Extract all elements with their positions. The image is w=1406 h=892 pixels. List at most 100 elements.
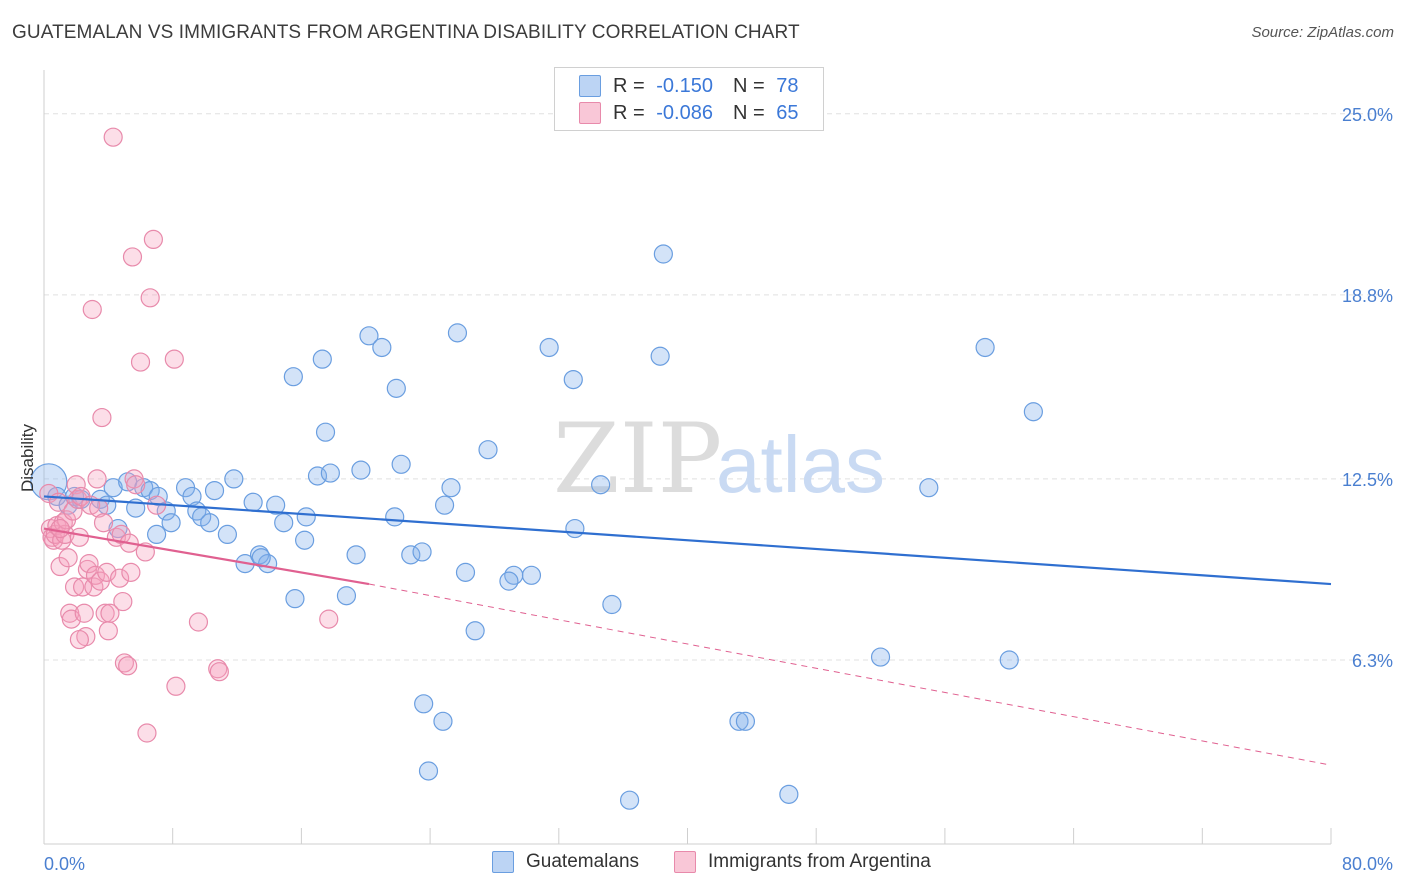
point-guatemalan-46: [401, 545, 421, 565]
point-guatemalan-50: [433, 711, 453, 731]
point-argentina-38: [103, 127, 123, 147]
point-guatemalan-77: [499, 571, 519, 591]
legend-swatch-pink: [674, 851, 696, 873]
point-guatemalan-64: [619, 790, 640, 810]
point-argentina-62: [69, 629, 89, 650]
point-guatemalan-48: [414, 694, 434, 714]
point-guatemalan-43: [386, 378, 406, 398]
point-argentina-21: [73, 577, 93, 597]
trend-line-argentina-extension: [368, 583, 1332, 766]
stats-row-guatemalans: R = -0.150 N = 78: [579, 74, 798, 98]
point-guatemalan-75: [251, 548, 271, 568]
point-argentina-47: [121, 562, 141, 582]
point-argentina-25: [79, 554, 99, 574]
point-argentina-58: [188, 612, 209, 632]
point-guatemalan-39: [346, 545, 366, 565]
point-guatemalan-63: [602, 594, 622, 615]
point-guatemalan-41: [359, 326, 379, 346]
data-points: [30, 127, 1043, 810]
axes: [43, 70, 1332, 845]
y-tick-label-3: 25.0%: [1342, 105, 1393, 125]
grid-lines: [44, 113, 1392, 661]
point-argentina-37: [98, 621, 118, 641]
point-guatemalan-61: [565, 518, 585, 539]
point-argentina-53: [140, 288, 160, 308]
point-argentina-17: [66, 475, 86, 495]
trend-line-argentina: [43, 527, 370, 586]
x-tick-label-0: 0.0%: [44, 854, 85, 874]
point-guatemalan-7: [103, 478, 123, 498]
point-guatemalan-45: [391, 454, 411, 474]
point-argentina-15: [63, 501, 83, 521]
point-argentina-61: [319, 609, 339, 629]
point-guatemalan-67: [729, 711, 749, 731]
stats-legend: R = -0.150 N = 78 R = -0.086 N = 65: [554, 67, 824, 131]
point-guatemalan-68: [735, 711, 756, 731]
point-guatemalan-71: [919, 478, 939, 498]
point-argentina-42: [113, 591, 133, 612]
point-guatemalan-74: [1023, 402, 1043, 422]
x-tick-label-1: 80.0%: [1342, 854, 1393, 874]
point-argentina-57: [166, 676, 186, 696]
legend-item-argentina[interactable]: Immigrants from Argentina: [674, 851, 931, 873]
point-guatemalan-42: [372, 337, 392, 358]
point-argentina-22: [74, 603, 94, 623]
point-guatemalan-54: [455, 562, 476, 582]
point-guatemalan-20: [200, 513, 220, 533]
point-guatemalan-44: [385, 507, 405, 527]
point-argentina-59: [208, 659, 228, 679]
series-legend: Guatemalans Immigrants from Argentina: [0, 851, 1406, 877]
watermark-atlas: atlas: [716, 420, 885, 509]
point-guatemalan-34: [295, 530, 315, 550]
r-label: R =: [613, 101, 645, 124]
point-guatemalan-37: [320, 463, 340, 483]
n-label: N =: [732, 101, 765, 124]
point-guatemalan-40: [351, 460, 371, 480]
point-guatemalan-30: [285, 589, 305, 609]
point-guatemalan-70: [870, 647, 891, 667]
point-guatemalan-28: [266, 495, 286, 515]
point-guatemalan-15: [161, 513, 181, 533]
legend-item-guatemalans[interactable]: Guatemalans: [492, 851, 639, 873]
source-label: Source: ZipAtlas.com: [1251, 24, 1394, 41]
point-guatemalan-22: [217, 524, 237, 545]
point-argentina-33: [92, 407, 112, 428]
point-guatemalan-35: [312, 349, 332, 369]
point-argentina-27: [82, 299, 102, 320]
y-tick-label-1: 12.5%: [1342, 470, 1393, 490]
r-value: -0.150: [656, 74, 713, 97]
watermark-zip: ZIP: [553, 403, 722, 515]
point-guatemalan-51: [434, 495, 455, 515]
trend-lines: [43, 495, 1332, 766]
point-argentina-12: [58, 548, 78, 568]
point-argentina-54: [143, 229, 163, 250]
point-guatemalan-53: [447, 323, 468, 343]
legend-label-argentina: Immigrants from Argentina: [708, 851, 931, 872]
point-guatemalan-62: [591, 475, 611, 495]
r-value: -0.086: [656, 101, 713, 124]
point-argentina-52: [137, 723, 157, 743]
point-guatemalan-21: [204, 480, 225, 501]
point-guatemalan-38: [336, 586, 357, 606]
point-guatemalan-59: [539, 337, 559, 358]
y-tick-labels: 6.3% 12.5% 18.8% 25.0%: [1342, 105, 1393, 671]
point-argentina-16: [64, 577, 85, 597]
point-argentina-19: [69, 527, 89, 547]
point-guatemalan-66: [653, 244, 673, 264]
point-argentina-34: [93, 513, 114, 533]
point-guatemalan-31: [283, 367, 303, 387]
point-guatemalan-47: [412, 542, 432, 562]
swatch-blue: [579, 75, 601, 97]
n-value: 65: [776, 101, 799, 124]
point-guatemalan-29: [274, 513, 294, 533]
stats-row-argentina: R = -0.086 N = 65: [579, 101, 798, 125]
point-guatemalan-23: [224, 469, 244, 489]
x-tick-labels: 0.0% 80.0%: [44, 854, 1393, 874]
swatch-pink: [579, 102, 601, 124]
y-axis-label: Disability: [18, 423, 37, 492]
point-guatemalan-76: [147, 524, 167, 545]
watermark: ZIP atlas: [553, 403, 885, 515]
point-guatemalan-14: [156, 501, 176, 521]
point-guatemalan-72: [975, 337, 995, 358]
